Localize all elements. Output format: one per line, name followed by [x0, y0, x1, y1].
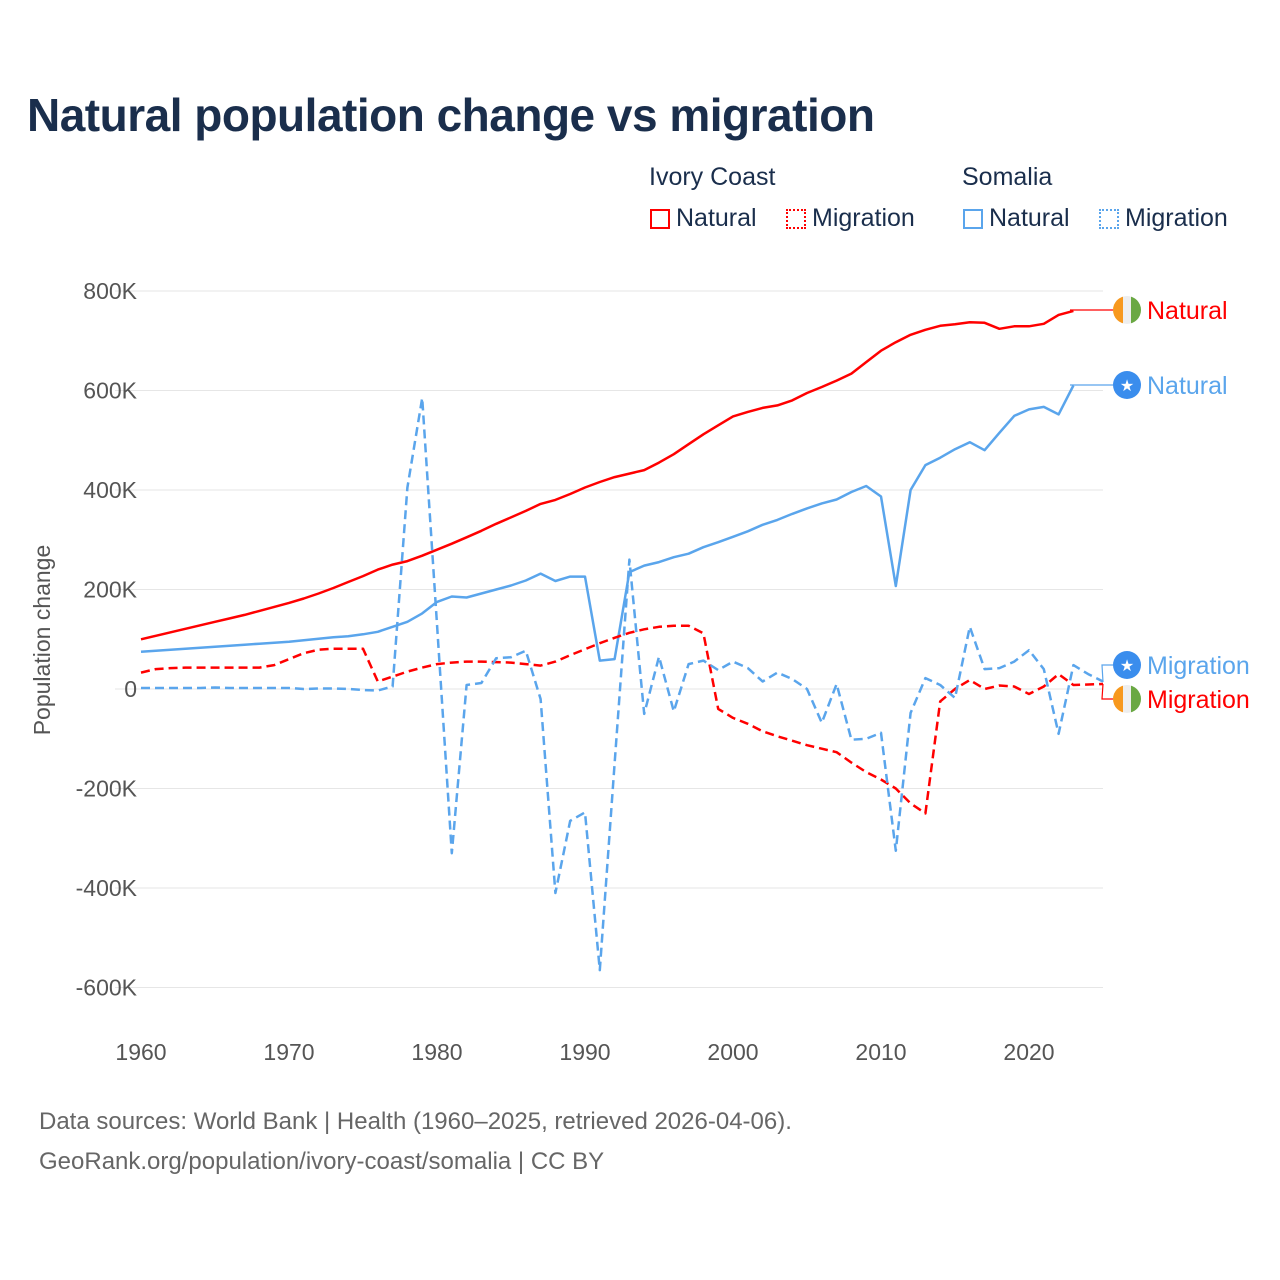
- end-label-ivory_coast-natural: Natural: [1147, 297, 1228, 325]
- star-icon: ★: [1120, 658, 1134, 675]
- flag-stripes: [1113, 296, 1141, 324]
- series-line-somalia-migration: [141, 396, 1104, 972]
- y-tick-label: 200K: [83, 577, 137, 603]
- legend-somalia-migration[interactable]: Migration: [1099, 204, 1228, 233]
- y-tick-label: -600K: [76, 975, 138, 1001]
- x-tick-label: 2010: [855, 1039, 906, 1065]
- series-line-somalia-natural: [140, 384, 1075, 662]
- y-tick-label: 800K: [83, 278, 137, 304]
- flag-stripe-orange: [1113, 296, 1123, 324]
- legend-label: Natural: [676, 204, 757, 232]
- ivory-coast-flag-icon: [1113, 296, 1141, 324]
- flag-stripe-green: [1131, 296, 1141, 324]
- flag-circle: [1113, 651, 1141, 679]
- flag-stripes: [1113, 685, 1141, 713]
- end-label-somalia-migration: Migration: [1147, 652, 1250, 680]
- end-label-somalia-natural: Natural: [1147, 372, 1228, 400]
- series-line-ivory-coast-natural: [140, 309, 1074, 641]
- y-tick-label: 400K: [83, 477, 137, 503]
- footer-link[interactable]: GeoRank.org/population/ivory-coast/somal…: [39, 1148, 605, 1175]
- legend-swatch-dotted: [786, 208, 806, 229]
- legend-ivory-coast-natural[interactable]: Natural: [650, 204, 757, 233]
- footer-sources: Data sources: World Bank | Health (1960–…: [39, 1108, 792, 1135]
- legend-label: Migration: [812, 204, 915, 232]
- x-tick-label: 1980: [411, 1039, 462, 1065]
- flag-stripe-white: [1123, 296, 1131, 324]
- legend-ivory-coast-migration[interactable]: Migration: [786, 204, 915, 233]
- flag-stripe-green: [1131, 685, 1141, 713]
- y-tick-label: -200K: [76, 776, 138, 802]
- x-tick-label: 1970: [263, 1039, 314, 1065]
- legend-swatch-solid: [963, 208, 983, 229]
- somalia-flag-icon: ★: [1113, 651, 1141, 679]
- x-tick-label: 1960: [115, 1039, 166, 1065]
- ivory-coast-flag-icon: [1113, 685, 1141, 713]
- x-tick-label: 1990: [559, 1039, 610, 1065]
- y-tick-label: -400K: [76, 875, 138, 901]
- legend-label: Natural: [989, 204, 1070, 232]
- legend-group-somalia: Somalia: [962, 163, 1053, 191]
- end-label-connector: [1101, 683, 1113, 700]
- flag-stripe-orange: [1113, 685, 1123, 713]
- legend-label: Migration: [1125, 204, 1228, 232]
- legend-swatch-dotted: [1099, 208, 1119, 229]
- y-axis-label: Population change: [29, 545, 55, 736]
- flag-stripe-white: [1123, 685, 1131, 713]
- chart-title: Natural population change vs migration: [27, 89, 875, 141]
- star-icon: ★: [1120, 378, 1134, 395]
- y-tick-label: 0: [124, 676, 137, 702]
- legend-group-ivory-coast: Ivory Coast: [649, 163, 776, 191]
- series-line-ivory-coast-migration: [140, 624, 1104, 815]
- x-tick-label: 2000: [707, 1039, 758, 1065]
- somalia-flag-icon: ★: [1113, 371, 1141, 399]
- flag-circle: [1113, 371, 1141, 399]
- y-tick-label: 600K: [83, 378, 137, 404]
- end-label-connector: [1101, 664, 1113, 683]
- legend-somalia-natural[interactable]: Natural: [963, 204, 1070, 233]
- x-tick-label: 2020: [1003, 1039, 1054, 1065]
- legend-swatch-solid: [650, 208, 670, 229]
- end-label-ivory_coast-migration: Migration: [1147, 686, 1250, 714]
